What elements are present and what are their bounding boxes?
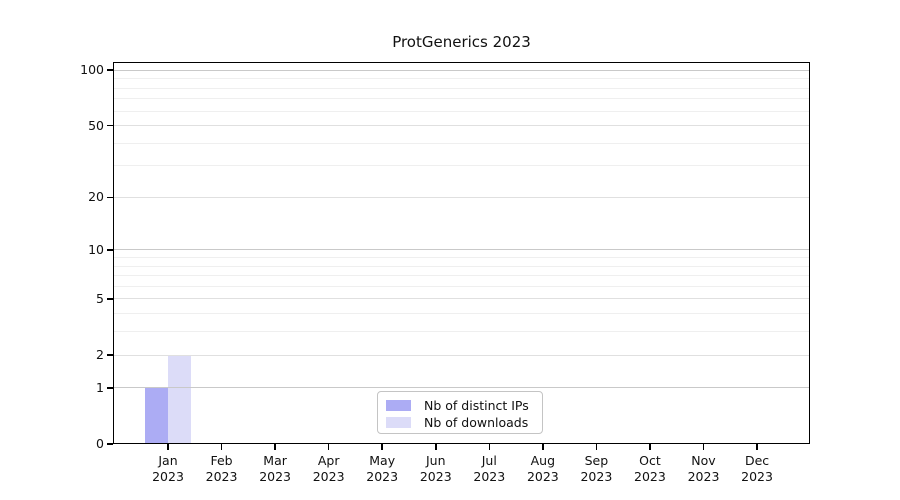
legend-label-downloads: Nb of downloads (424, 415, 529, 430)
x-tick-label-nov: Nov 2023 (687, 453, 720, 484)
x-tick-label-feb: Feb 2023 (205, 453, 238, 484)
bars-layer (113, 62, 810, 444)
bar-nb-of-distinct-ips-jan (145, 387, 168, 444)
bar-nb-of-downloads-jan (168, 355, 191, 444)
gridline-mid-y-5 (113, 298, 810, 300)
x-tick-label-apr: Apr 2023 (312, 453, 345, 484)
gridline-major-y-1 (113, 387, 810, 389)
gridline-mid-y-50 (113, 125, 810, 127)
gridline-minor-y-40 (113, 142, 810, 144)
gridline-minor-y-70 (113, 98, 810, 100)
x-tick-aug (542, 444, 544, 450)
legend: Nb of distinct IPs Nb of downloads (377, 391, 543, 434)
y-tick-label-1: 1 (96, 379, 104, 395)
y-tick-label-0: 0 (96, 436, 104, 451)
y-tick-2 (107, 354, 113, 356)
y-tick-label-5: 5 (96, 290, 104, 306)
gridline-minor-y-4 (113, 313, 810, 315)
gridline-minor-y-3 (113, 331, 810, 333)
legend-label-distinct-ips: Nb of distinct IPs (424, 398, 529, 413)
y-tick-label-100: 100 (80, 62, 104, 78)
y-tick-label-10: 10 (88, 241, 104, 257)
x-tick-label-aug: Aug 2023 (526, 453, 559, 484)
x-tick-nov (702, 444, 705, 450)
legend-item-downloads: Nb of downloads (386, 414, 542, 431)
y-tick-20 (107, 196, 113, 199)
x-tick-may (381, 444, 383, 450)
x-tick-feb (220, 444, 223, 450)
gridline-minor-y-8 (113, 265, 810, 267)
x-tick-dec (756, 444, 758, 450)
x-tick-jul (488, 444, 491, 450)
x-tick-label-jun: Jun 2023 (419, 453, 452, 484)
chart-title: ProtGenerics 2023 (392, 33, 531, 51)
legend-item-distinct-ips: Nb of distinct IPs (386, 397, 542, 414)
y-tick-label-2: 2 (96, 347, 104, 362)
gridline-minor-y-9 (113, 256, 810, 258)
legend-swatch-distinct-ips (386, 400, 411, 411)
x-tick-label-jan: Jan 2023 (152, 453, 184, 484)
x-tick-sep (595, 444, 598, 450)
x-tick-label-jul: Jul 2023 (473, 453, 506, 484)
gridline-major-y-10 (113, 249, 810, 251)
gridline-minor-y-30 (113, 165, 810, 167)
gridline-minor-y-7 (113, 275, 810, 277)
gridline-major-y-100 (113, 69, 810, 71)
x-tick-label-mar: Mar 2023 (259, 453, 291, 484)
y-tick-1 (107, 387, 113, 389)
x-tick-label-sep: Sep 2023 (580, 453, 613, 484)
y-tick-0 (107, 443, 113, 445)
legend-swatch-downloads (386, 417, 411, 428)
x-tick-label-oct: Oct 2023 (634, 453, 666, 484)
gridlines-layer (113, 62, 810, 444)
gridline-mid-y-20 (113, 196, 810, 198)
y-tick-100 (107, 69, 113, 71)
x-tick-label-dec: Dec 2023 (741, 453, 773, 484)
x-tick-apr (327, 444, 330, 450)
x-tick-mar (274, 444, 276, 450)
y-tick-label-50: 50 (88, 117, 104, 133)
y-tick-10 (107, 248, 113, 251)
x-tick-jan (167, 444, 169, 450)
y-tick-label-20: 20 (88, 189, 104, 205)
y-tick-5 (107, 298, 113, 300)
gridline-mid-y-2 (113, 354, 810, 356)
x-tick-label-may: May 2023 (366, 453, 399, 484)
gridline-minor-y-60 (113, 110, 810, 112)
x-tick-jun (434, 444, 437, 450)
gridline-minor-y-90 (113, 78, 810, 80)
y-tick-50 (107, 124, 113, 127)
gridline-minor-y-6 (113, 285, 810, 287)
x-tick-oct (649, 444, 651, 450)
plot-area: Nb of distinct IPs Nb of downloads (113, 62, 810, 444)
gridline-minor-y-80 (113, 87, 810, 89)
